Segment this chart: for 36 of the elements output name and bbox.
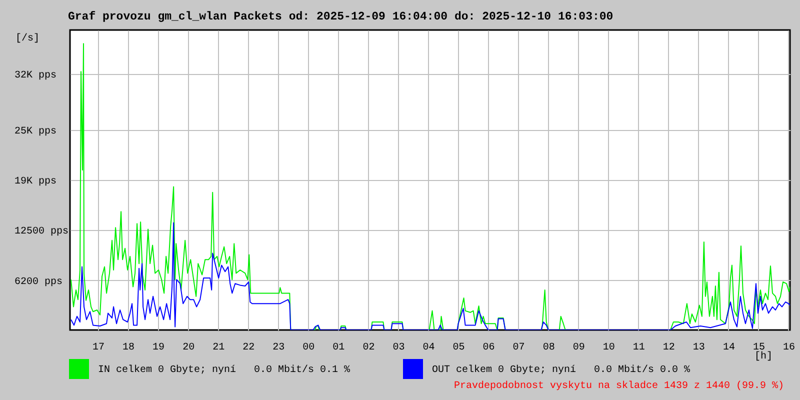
y-tick-label: 12500 pps [14,226,69,238]
x-tick-label: 10 [602,342,615,354]
x-axis-title: [h] [754,350,773,362]
text: Pravdepodobnost vyskytu na skladce 1439 z 1440 (99.9 %) [454,380,784,392]
legend-label: OUT celkem 0 Gbyte; nyní 0.0 Mbit/s 0.0 % [432,364,690,376]
x-tick-label: 19 [152,342,165,354]
x-tick-label: 17 [92,342,105,354]
chart-title: Graf provozu gm_cl_wlan Packets od: 2025-12-09 16:04:00 do: 2025-12-10 16:03:00 [68,10,614,24]
x-tick-label: 18 [122,342,135,354]
y-tick-label: 19K pps [14,176,57,188]
x-tick-label: 01 [332,342,345,354]
legend-label: IN celkem 0 Gbyte; nyní 0.0 Mbit/s 0.1 % [98,364,350,376]
x-tick-label: 03 [392,342,405,354]
x-tick-label: 05 [452,342,465,354]
line-series [70,222,790,330]
x-tick-label: 02 [362,342,375,354]
x-tick-label: 21 [212,342,225,354]
x-tick-label: 09 [572,342,585,354]
x-tick-label: 23 [272,342,285,354]
x-tick-label: 04 [422,342,435,354]
x-tick-label: 08 [542,342,555,354]
x-tick-label: 00 [302,342,315,354]
x-tick-label: 12 [662,342,675,354]
y-tick-label: 32K pps [14,70,57,82]
x-tick-label: 20 [182,342,195,354]
x-tick-label: 16 [782,342,796,354]
y-axis-title: [/s] [16,32,40,44]
x-tick-label: 06 [482,342,495,354]
x-tick-label: 22 [242,342,255,354]
x-tick-label: 13 [692,342,705,354]
y-tick-label: 25K pps [14,126,57,138]
x-tick-label: 07 [512,342,525,354]
line-series [70,43,790,330]
x-tick-label: 14 [722,342,735,354]
y-tick-label: 6200 pps [14,276,63,288]
x-tick-label: 11 [632,342,645,354]
